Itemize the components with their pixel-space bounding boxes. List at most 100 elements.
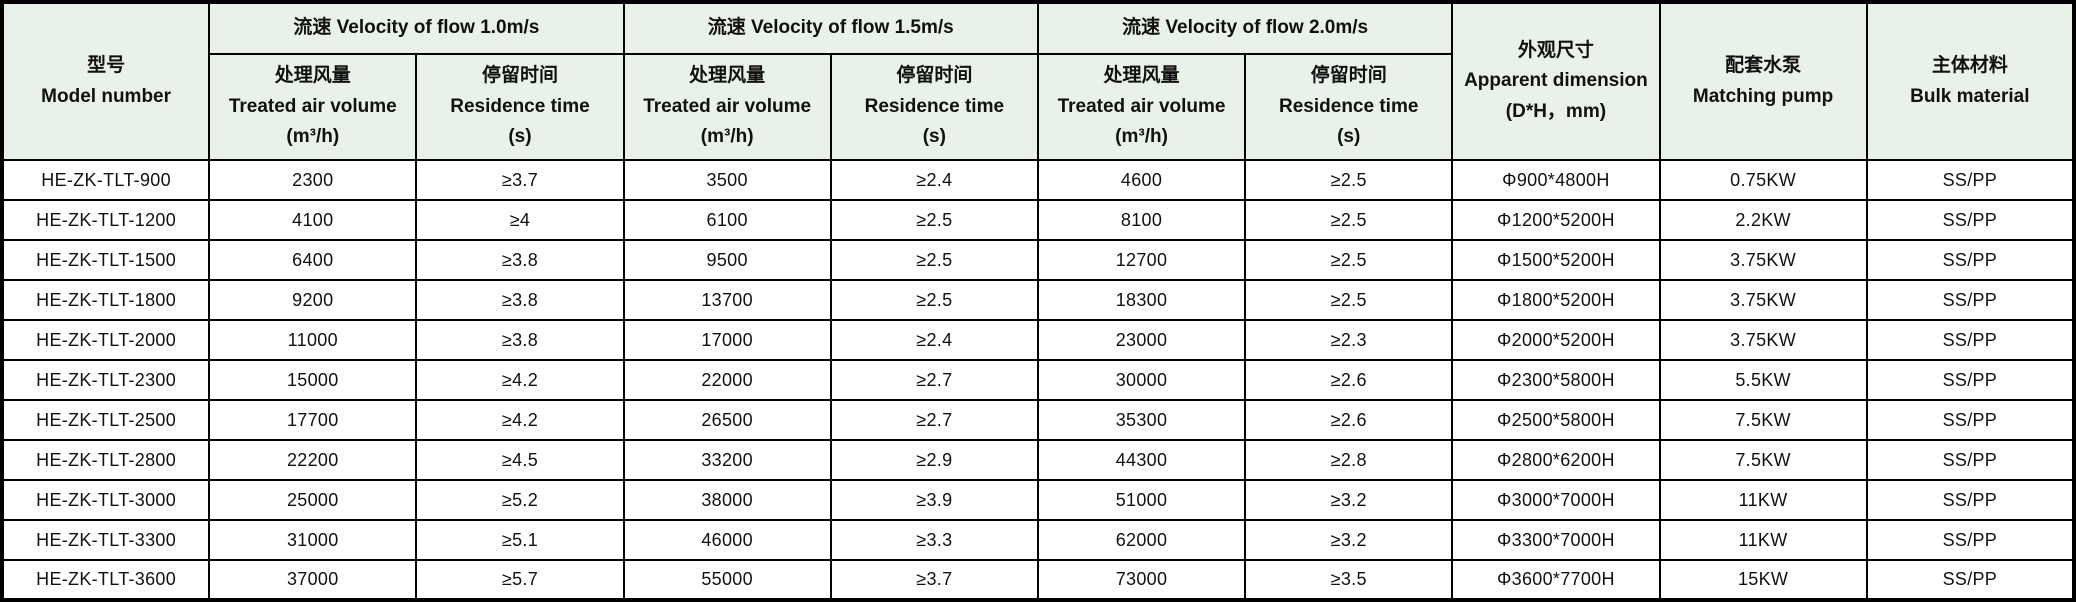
cell-v15-air: 3500 — [622, 159, 832, 201]
cell-v10-air: 31000 — [208, 519, 418, 561]
cell-v10-res: ≥4.5 — [415, 439, 625, 481]
cell-dim: Φ1800*5200H — [1451, 279, 1661, 321]
cell-v10-res: ≥4 — [415, 199, 625, 241]
table-row: HE-ZK-TLT-2800 22200 ≥4.5 33200 ≥2.9 44300 ≥2.… — [0, 439, 2076, 481]
cell-material: SS/PP — [1865, 399, 2076, 441]
header-model-zh: 型号 — [87, 55, 126, 77]
cell-model: HE-ZK-TLT-2300 — [0, 359, 211, 401]
cell-v15-air: 17000 — [622, 319, 832, 361]
cell-v15-res: ≥2.5 — [829, 279, 1039, 321]
table-row: HE-ZK-TLT-2300 15000 ≥4.2 22000 ≥2.7 30000 ≥2.… — [0, 359, 2076, 401]
header-apparent-dimension: 外观尺寸 Apparent dimension (D*H，mm) — [1451, 1, 1661, 161]
cell-v15-res: ≥2.7 — [829, 399, 1039, 441]
cell-v15-res: ≥3.9 — [829, 479, 1039, 521]
header-air-volume-1-5: 处理风量 Treated air volume (m³/h) — [622, 53, 832, 161]
cell-v20-res: ≥2.3 — [1244, 319, 1454, 361]
cell-model: HE-ZK-TLT-3300 — [0, 519, 211, 561]
cell-v15-res: ≥2.7 — [829, 359, 1039, 401]
cell-v20-res: ≥2.8 — [1244, 439, 1454, 481]
cell-v15-air: 6100 — [622, 199, 832, 241]
table-row: HE-ZK-TLT-2500 17700 ≥4.2 26500 ≥2.7 35300 ≥2.… — [0, 399, 2076, 441]
cell-material: SS/PP — [1865, 199, 2076, 241]
subheader-res-en: Residence time — [864, 95, 1005, 117]
cell-pump: 7.5KW — [1658, 399, 1868, 441]
cell-dim: Φ900*4800H — [1451, 159, 1661, 201]
table-row: HE-ZK-TLT-3600 37000 ≥5.7 55000 ≥3.7 73000 ≥3.… — [0, 559, 2076, 601]
cell-v20-air: 62000 — [1036, 519, 1247, 561]
subheader-air-en: Treated air volume — [1057, 95, 1226, 117]
cell-material: SS/PP — [1865, 319, 2076, 361]
cell-dim: Φ3300*7000H — [1451, 519, 1661, 561]
subheader-air-zh: 处理风量 — [1103, 65, 1180, 87]
cell-v20-res: ≥3.2 — [1244, 479, 1454, 521]
cell-v20-air: 8100 — [1036, 199, 1247, 241]
cell-material: SS/PP — [1865, 159, 2076, 201]
cell-pump: 7.5KW — [1658, 439, 1868, 481]
subheader-res-zh: 停留时间 — [1310, 65, 1387, 87]
cell-pump: 3.75KW — [1658, 239, 1868, 281]
cell-model: HE-ZK-TLT-3600 — [0, 559, 211, 601]
cell-dim: Φ1500*5200H — [1451, 239, 1661, 281]
subheader-air-unit: (m³/h) — [700, 126, 754, 148]
cell-v15-air: 13700 — [622, 279, 832, 321]
header-sub-row: 处理风量 Treated air volume (m³/h) 停留时间 Resi… — [2, 53, 2074, 161]
cell-v15-air: 9500 — [622, 239, 832, 281]
subheader-res-unit: (s) — [922, 126, 946, 148]
cell-v20-res: ≥2.6 — [1244, 399, 1454, 441]
cell-material: SS/PP — [1865, 559, 2076, 601]
cell-v10-air: 22200 — [208, 439, 418, 481]
cell-v10-air: 25000 — [208, 479, 418, 521]
cell-model: HE-ZK-TLT-2500 — [0, 399, 211, 441]
cell-v10-res: ≥3.8 — [415, 319, 625, 361]
cell-v10-air: 4100 — [208, 199, 418, 241]
header-dimension-unit: (D*H，mm) — [1505, 100, 1607, 122]
cell-pump: 11KW — [1658, 479, 1868, 521]
subheader-air-en: Treated air volume — [643, 95, 812, 117]
cell-v20-air: 73000 — [1036, 559, 1247, 601]
cell-model: HE-ZK-TLT-900 — [0, 159, 211, 201]
table-row: HE-ZK-TLT-3000 25000 ≥5.2 38000 ≥3.9 51000 ≥3.… — [0, 479, 2076, 521]
cell-v20-res: ≥2.5 — [1244, 279, 1454, 321]
table-row: HE-ZK-TLT-3300 31000 ≥5.1 46000 ≥3.3 62000 ≥3.… — [0, 519, 2076, 561]
subheader-air-en: Treated air volume — [228, 95, 397, 117]
cell-v10-air: 9200 — [208, 279, 418, 321]
header-residence-time-1-5: 停留时间 Residence time (s) — [829, 53, 1039, 161]
cell-pump: 2.2KW — [1658, 199, 1868, 241]
header-group-velocity-2-0: 流速 Velocity of flow 2.0m/s — [1036, 1, 1454, 55]
cell-dim: Φ2800*6200H — [1451, 439, 1661, 481]
cell-material: SS/PP — [1865, 439, 2076, 481]
table-row: HE-ZK-TLT-1800 9200 ≥3.8 13700 ≥2.5 18300 ≥2.5… — [0, 279, 2076, 321]
cell-v10-res: ≥3.7 — [415, 159, 625, 201]
cell-v10-air: 17700 — [208, 399, 418, 441]
table-body: HE-ZK-TLT-900 2300 ≥3.7 3500 ≥2.4 4600 ≥2.5 Φ90… — [0, 159, 2076, 601]
cell-dim: Φ2500*5800H — [1451, 399, 1661, 441]
cell-v15-res: ≥2.4 — [829, 319, 1039, 361]
subheader-air-unit: (m³/h) — [286, 126, 340, 148]
header-group-velocity-1-5: 流速 Velocity of flow 1.5m/s — [622, 1, 1039, 55]
table-header: 型号 Model number 流速 Velocity of flow 1.0m… — [0, 1, 2076, 161]
cell-pump: 11KW — [1658, 519, 1868, 561]
cell-v15-air: 38000 — [622, 479, 832, 521]
subheader-res-en: Residence time — [1279, 95, 1419, 117]
subheader-res-en: Residence time — [450, 95, 590, 117]
cell-material: SS/PP — [1865, 239, 2076, 281]
cell-v20-air: 4600 — [1036, 159, 1247, 201]
cell-v20-res: ≥2.6 — [1244, 359, 1454, 401]
cell-v20-res: ≥2.5 — [1244, 239, 1454, 281]
cell-v10-air: 6400 — [208, 239, 418, 281]
cell-v20-air: 51000 — [1036, 479, 1247, 521]
cell-model: HE-ZK-TLT-2800 — [0, 439, 211, 481]
table-row: HE-ZK-TLT-2000 11000 ≥3.8 17000 ≥2.4 23000 ≥2.… — [0, 319, 2076, 361]
cell-v15-res: ≥3.3 — [829, 519, 1039, 561]
cell-model: HE-ZK-TLT-1500 — [0, 239, 211, 281]
cell-v20-air: 44300 — [1036, 439, 1247, 481]
cell-v20-res: ≥3.2 — [1244, 519, 1454, 561]
header-model-en: Model number — [41, 85, 172, 107]
cell-v20-air: 35300 — [1036, 399, 1247, 441]
cell-model: HE-ZK-TLT-1800 — [0, 279, 211, 321]
header-residence-time-2-0: 停留时间 Residence time (s) — [1244, 53, 1454, 161]
header-dimension-en: Apparent dimension — [1464, 70, 1648, 92]
header-matching-pump: 配套水泵 Matching pump — [1658, 1, 1868, 161]
cell-v20-air: 18300 — [1036, 279, 1247, 321]
